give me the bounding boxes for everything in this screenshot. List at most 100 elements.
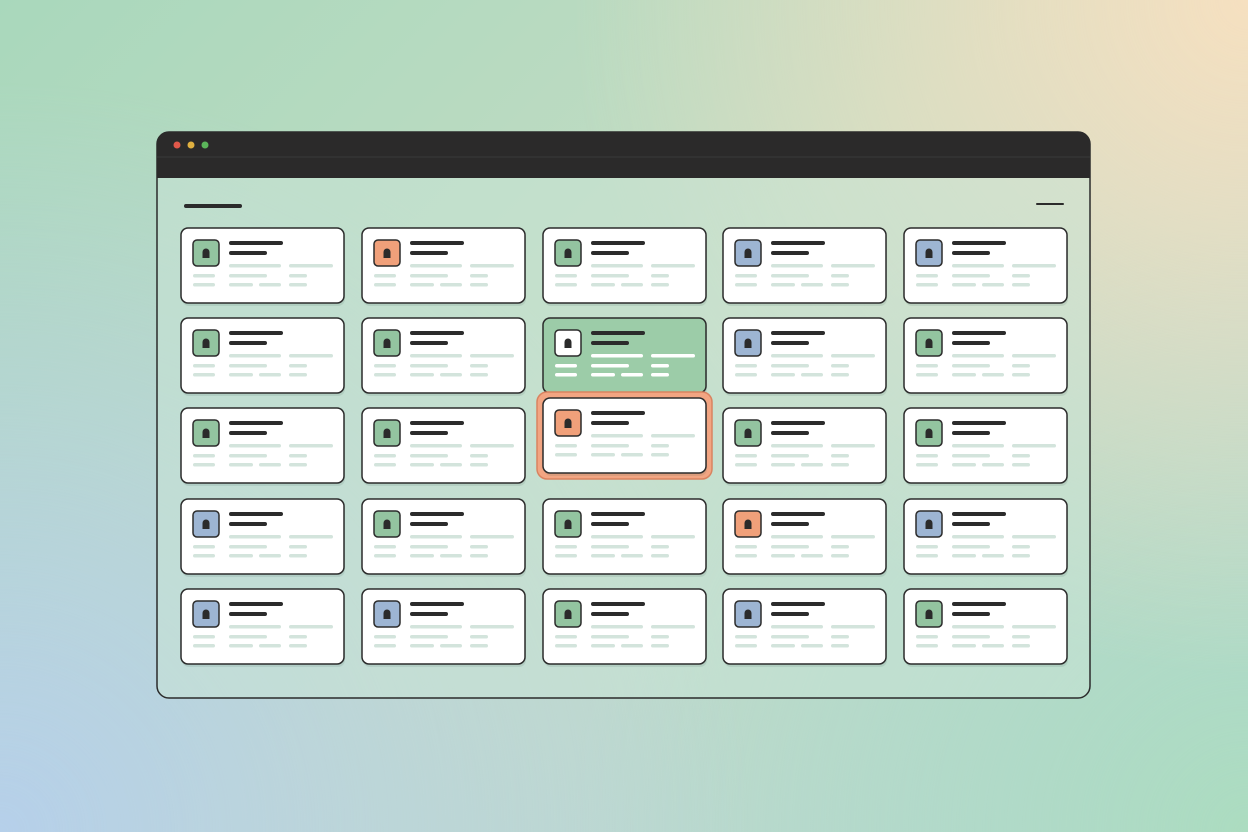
icon-glyph <box>925 338 933 348</box>
card[interactable] <box>722 588 887 667</box>
icon-glyph <box>744 428 752 438</box>
heading-placeholder <box>184 204 242 208</box>
text-placeholder <box>831 354 875 358</box>
text-placeholder <box>735 635 757 639</box>
text-placeholder <box>289 635 307 639</box>
text-placeholder <box>410 373 434 377</box>
text-placeholder <box>470 373 488 377</box>
text-placeholder <box>193 454 215 458</box>
text-placeholder <box>410 264 462 268</box>
title-line <box>410 421 464 425</box>
subtitle-line <box>771 341 809 345</box>
card[interactable] <box>903 588 1068 667</box>
title-line <box>591 241 645 245</box>
title-line <box>591 512 645 516</box>
text-placeholder <box>621 283 643 287</box>
text-placeholder <box>410 283 434 287</box>
text-placeholder <box>410 554 434 558</box>
text-placeholder <box>440 463 462 467</box>
text-placeholder <box>229 635 267 639</box>
text-placeholder <box>651 444 669 448</box>
subtitle-line <box>591 251 629 255</box>
card[interactable] <box>722 227 887 306</box>
text-placeholder <box>651 535 695 539</box>
card[interactable] <box>542 588 707 667</box>
card[interactable] <box>542 498 707 577</box>
text-placeholder <box>916 274 938 278</box>
card[interactable] <box>361 317 526 396</box>
card[interactable] <box>361 227 526 306</box>
text-placeholder <box>193 373 215 377</box>
title-line <box>229 241 283 245</box>
text-placeholder <box>470 545 488 549</box>
text-placeholder <box>229 354 281 358</box>
card[interactable] <box>722 407 887 486</box>
text-placeholder <box>735 644 757 648</box>
text-placeholder <box>591 545 629 549</box>
text-placeholder <box>952 283 976 287</box>
subtitle-line <box>771 612 809 616</box>
icon-glyph <box>564 609 572 619</box>
text-placeholder <box>259 554 281 558</box>
text-placeholder <box>982 373 1004 377</box>
card[interactable] <box>180 588 345 667</box>
icon-glyph <box>925 248 933 258</box>
text-placeholder <box>374 463 396 467</box>
card[interactable] <box>361 588 526 667</box>
maximize-button[interactable] <box>201 141 209 149</box>
text-placeholder <box>410 274 448 278</box>
card[interactable] <box>180 227 345 306</box>
card[interactable] <box>903 498 1068 577</box>
card[interactable] <box>542 227 707 306</box>
text-placeholder <box>410 454 448 458</box>
icon-glyph <box>202 428 210 438</box>
text-placeholder <box>831 554 849 558</box>
card[interactable] <box>180 317 345 396</box>
text-placeholder <box>651 354 695 358</box>
text-placeholder <box>259 463 281 467</box>
card[interactable] <box>361 498 526 577</box>
card[interactable] <box>903 407 1068 486</box>
subtitle-line <box>229 341 267 345</box>
text-placeholder <box>193 463 215 467</box>
text-placeholder <box>831 644 849 648</box>
text-placeholder <box>1012 545 1030 549</box>
card[interactable] <box>361 407 526 486</box>
text-placeholder <box>259 283 281 287</box>
card[interactable] <box>180 498 345 577</box>
text-placeholder <box>555 644 577 648</box>
card[interactable] <box>722 498 887 577</box>
card[interactable] <box>180 407 345 486</box>
subtitle-line <box>771 251 809 255</box>
text-placeholder <box>735 373 757 377</box>
card-grid <box>180 227 1068 667</box>
menu-placeholder[interactable] <box>1036 203 1064 205</box>
text-placeholder <box>916 554 938 558</box>
text-placeholder <box>952 635 990 639</box>
text-placeholder <box>771 454 809 458</box>
text-placeholder <box>410 535 462 539</box>
close-button[interactable] <box>173 141 181 149</box>
text-placeholder <box>831 283 849 287</box>
text-placeholder <box>289 444 333 448</box>
card[interactable] <box>722 317 887 396</box>
card[interactable] <box>536 391 713 480</box>
text-placeholder <box>470 283 488 287</box>
text-placeholder <box>410 644 434 648</box>
text-placeholder <box>555 635 577 639</box>
title-line <box>952 602 1006 606</box>
text-placeholder <box>289 264 333 268</box>
card[interactable] <box>903 227 1068 306</box>
card[interactable] <box>903 317 1068 396</box>
subtitle-line <box>771 522 809 526</box>
text-placeholder <box>289 545 307 549</box>
text-placeholder <box>651 625 695 629</box>
text-placeholder <box>229 364 267 368</box>
card[interactable] <box>542 317 707 396</box>
text-placeholder <box>952 454 990 458</box>
text-placeholder <box>1012 444 1056 448</box>
text-placeholder <box>555 444 577 448</box>
minimize-button[interactable] <box>187 141 195 149</box>
text-placeholder <box>831 364 849 368</box>
text-placeholder <box>470 554 488 558</box>
